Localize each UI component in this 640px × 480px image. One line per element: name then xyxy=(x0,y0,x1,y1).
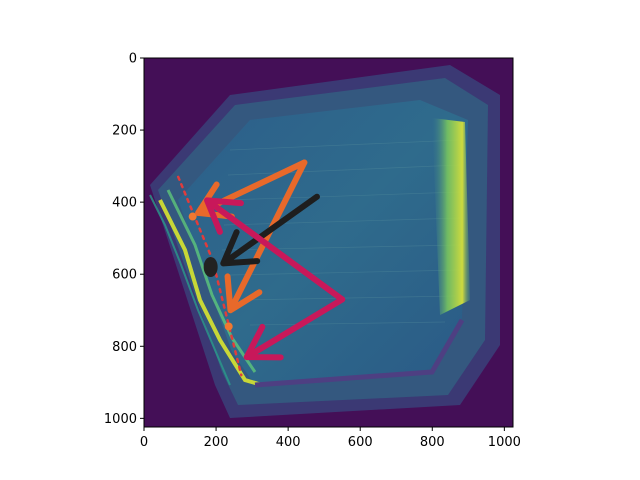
x-tick-label: 0 xyxy=(140,435,148,450)
y-tick-label: 800 xyxy=(112,340,137,355)
y-axis: 0 200 400 600 800 1000 xyxy=(104,52,144,427)
x-tick-label: 400 xyxy=(276,435,301,450)
x-tick-label: 200 xyxy=(204,435,229,450)
annotation-layer xyxy=(176,159,346,377)
annotation-arrow xyxy=(243,296,346,361)
y-tick-label: 0 xyxy=(129,52,137,67)
y-tick-label: 200 xyxy=(112,124,137,139)
x-tick-label: 800 xyxy=(420,435,445,450)
axes-frame xyxy=(143,57,514,428)
x-tick-label: 1000 xyxy=(488,435,521,450)
annotation-arrow xyxy=(204,197,346,303)
y-tick-label: 600 xyxy=(112,268,137,283)
heatmap-image xyxy=(144,58,513,427)
marker-point xyxy=(188,212,197,221)
y-tick-label: 400 xyxy=(112,196,137,211)
x-tick-label: 600 xyxy=(348,435,373,450)
x-axis: 0 200 400 600 800 1000 xyxy=(140,427,521,450)
annotation-arrow xyxy=(220,193,320,267)
annotation-arrow xyxy=(224,159,308,314)
dark-blob-marker xyxy=(203,257,218,278)
marker-point xyxy=(224,322,233,331)
y-tick-label: 1000 xyxy=(104,412,137,427)
